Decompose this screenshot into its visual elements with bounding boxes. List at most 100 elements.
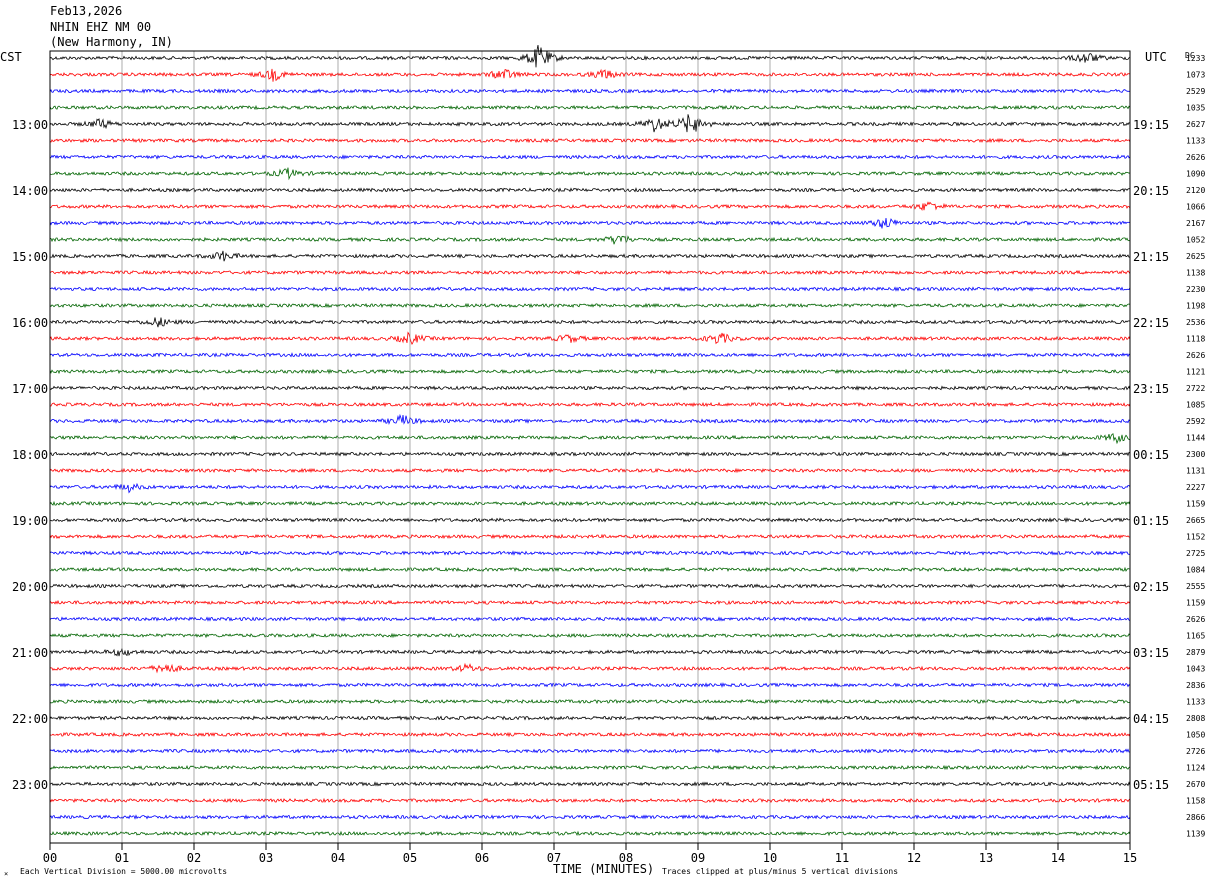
trace-line (49, 814, 1131, 820)
plot-frame (49, 50, 1131, 844)
dc-offset-label: 2722 (1186, 384, 1205, 393)
trace-line (50, 250, 1131, 262)
dc-offset-label: 2300 (1186, 450, 1205, 459)
dc-offset-label: 2626 (1186, 615, 1205, 624)
x-axis-ticks: 00 01 02 03 04 05 06 07 08 09 10 11 12 13 14 15 (43, 843, 1137, 865)
dc-offset-label: 1138 (1186, 269, 1205, 278)
trace-line (49, 352, 1131, 358)
x-tick-label: 00 (43, 851, 57, 865)
cst-zone-label: CST (0, 50, 22, 64)
dc-offset-label: 2665 (1186, 516, 1205, 525)
trace-line (49, 583, 1131, 589)
trace-line (49, 550, 1130, 556)
trace-line (49, 682, 1131, 688)
dc-offset-label: 1085 (1186, 401, 1205, 410)
x-tick-label: 13 (979, 851, 993, 865)
trace-line (49, 114, 1131, 133)
x-tick-label: 06 (475, 851, 489, 865)
utc-hour-label: 20:15 (1133, 184, 1169, 198)
scale-note: Each Vertical Division = 5000.00 microvo… (20, 867, 227, 876)
x-tick-label: 05 (403, 851, 417, 865)
trace-line (49, 413, 1131, 425)
trace-line (49, 500, 1131, 507)
dc-offset-label: 1052 (1186, 236, 1205, 245)
trace-line (49, 401, 1131, 408)
minute-grid (121, 51, 1059, 843)
trace-line (49, 781, 1131, 787)
trace-line (49, 235, 1131, 245)
clip-note: Traces clipped at plus/minus 5 vertical … (662, 867, 898, 876)
dc-offset-label: 2555 (1186, 582, 1205, 591)
x-tick-label: 09 (691, 851, 705, 865)
cst-hour-label: 20:00 (12, 580, 48, 594)
dc-offset-label: 1233 (1186, 54, 1205, 63)
trace-line (49, 482, 1131, 494)
dc-offset-labels: 1233 1073 2529 1035 2627 1133 2626 1090 2120 1066… (1186, 54, 1205, 839)
dc-offset-label: 1144 (1186, 434, 1205, 443)
trace-line (49, 467, 1131, 474)
x-tick-label: 08 (619, 851, 633, 865)
trace-line (49, 632, 1131, 639)
dc-offset-label: 1139 (1186, 830, 1205, 839)
trace-line (49, 731, 1131, 738)
dc-offset-label: 1066 (1186, 203, 1205, 212)
dc-offset-label: 2866 (1186, 813, 1205, 822)
dc-offset-label: 1118 (1186, 335, 1205, 344)
trace-line (49, 88, 1131, 94)
trace-line (49, 748, 1131, 754)
trace-line (49, 566, 1131, 573)
station-code: NHIN EHZ NM 00 (50, 20, 152, 34)
trace-line (49, 764, 1131, 771)
x-tick-label: 10 (763, 851, 777, 865)
dc-offset-label: 2536 (1186, 318, 1205, 327)
trace-line (49, 68, 1131, 82)
trace-line (49, 830, 1131, 837)
utc-zone-label: UTC (1145, 50, 1167, 64)
dc-offset-label: 1121 (1186, 368, 1205, 377)
trace-group (49, 45, 1131, 837)
trace-line (49, 715, 1131, 721)
cst-hour-label: 17:00 (12, 382, 48, 396)
trace-line (49, 331, 1131, 346)
dc-offset-label: 2227 (1186, 483, 1205, 492)
trace-line (49, 616, 1131, 622)
x-tick-label: 02 (187, 851, 201, 865)
trace-line (49, 662, 1131, 674)
dc-offset-label: 1043 (1186, 665, 1205, 674)
dc-offset-label: 1073 (1186, 71, 1205, 80)
trace-line (49, 385, 1131, 391)
trace-line (49, 433, 1131, 445)
utc-hour-label: 05:15 (1133, 778, 1169, 792)
utc-hour-label: 19:15 (1133, 118, 1169, 132)
cst-hour-label: 23:00 (12, 778, 48, 792)
trace-line (49, 302, 1131, 309)
cst-hour-label: 19:00 (12, 514, 48, 528)
dc-offset-label: 1152 (1186, 533, 1205, 542)
cst-hour-labels: 13:00 14:00 15:00 16:00 17:00 18:00 19:00 20:00… (12, 118, 48, 792)
utc-hour-label: 22:15 (1133, 316, 1169, 330)
dc-offset-label: 1090 (1186, 170, 1205, 179)
dc-offset-label: 1159 (1186, 500, 1205, 509)
trace-line (49, 797, 1131, 804)
dc-offset-label: 2808 (1186, 714, 1205, 723)
marker-icon: × (4, 870, 8, 878)
trace-line (49, 187, 1130, 193)
trace-line (49, 137, 1131, 144)
trace-line (49, 451, 1131, 457)
dc-offset-label: 2726 (1186, 747, 1205, 756)
dc-offset-label: 1131 (1186, 467, 1205, 476)
dc-column-label: DC (1185, 51, 1195, 60)
trace-line (49, 648, 1131, 657)
trace-line (49, 599, 1131, 606)
utc-hour-label: 23:15 (1133, 382, 1169, 396)
x-tick-label: 03 (259, 851, 273, 865)
cst-hour-label: 18:00 (12, 448, 48, 462)
trace-line (49, 45, 1131, 68)
station-location: (New Harmony, IN) (50, 35, 173, 49)
trace-line (49, 218, 1131, 229)
x-tick-label: 07 (547, 851, 561, 865)
dc-offset-label: 2670 (1186, 780, 1205, 789)
x-tick-label: 04 (331, 851, 345, 865)
trace-line (49, 104, 1131, 111)
